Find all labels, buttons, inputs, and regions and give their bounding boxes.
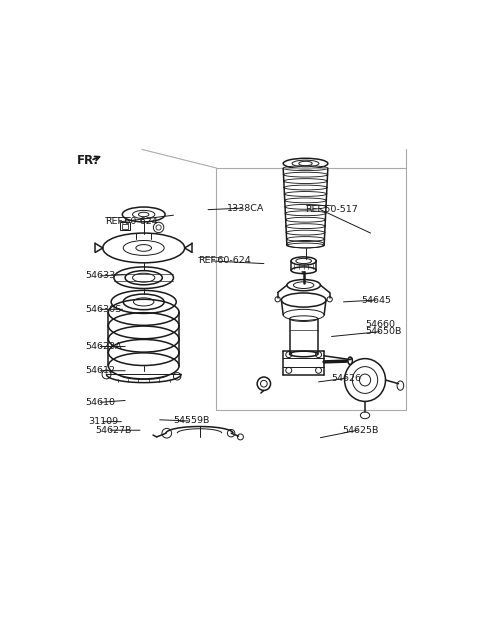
Text: 54630S: 54630S xyxy=(85,305,121,314)
Text: 54612: 54612 xyxy=(85,366,115,375)
Text: 54633: 54633 xyxy=(85,272,116,281)
Text: 54645: 54645 xyxy=(361,295,391,304)
Text: REF.60-624: REF.60-624 xyxy=(105,218,157,227)
Text: 54650B: 54650B xyxy=(365,327,401,336)
Text: 1338CA: 1338CA xyxy=(228,204,265,213)
Text: REF.60-624: REF.60-624 xyxy=(198,256,251,266)
Text: 31109: 31109 xyxy=(88,417,118,426)
Text: 54660: 54660 xyxy=(365,320,395,329)
Text: FR.: FR. xyxy=(77,154,99,167)
Bar xyxy=(120,222,130,230)
Text: 54623A: 54623A xyxy=(85,342,122,351)
Text: REF.50-517: REF.50-517 xyxy=(305,205,358,214)
Text: 54626: 54626 xyxy=(332,374,361,383)
Text: 54625B: 54625B xyxy=(343,426,379,435)
Bar xyxy=(122,224,129,229)
Text: 54610: 54610 xyxy=(85,398,115,407)
Text: 54559B: 54559B xyxy=(173,417,210,426)
Text: 54627B: 54627B xyxy=(96,426,132,435)
